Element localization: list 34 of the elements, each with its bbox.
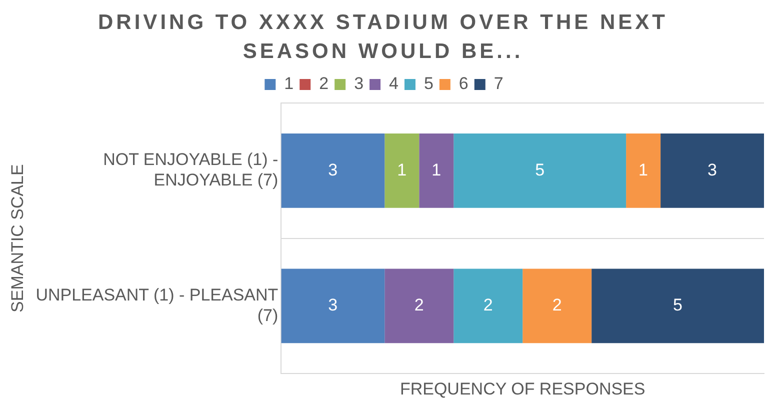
bar: [454, 268, 523, 344]
data-label: 3: [708, 160, 718, 180]
legend-label: 2: [319, 74, 329, 94]
chart-title: DRIVING TO XXXX STADIUM OVER THE NEXT SEASON WOULD BE...: [97, 10, 669, 65]
y-tick-label: NOT ENJOYABLE (1) - ENJOYABLE (7): [103, 150, 278, 190]
y-axis-title: SEMANTIC SCALE: [8, 164, 27, 312]
data-label: 1: [638, 160, 648, 180]
data-label: 1: [397, 160, 407, 180]
data-label: 1: [432, 160, 442, 180]
bar: [626, 133, 661, 208]
bar: [522, 268, 592, 344]
data-label: 2: [552, 296, 562, 315]
bar: [592, 268, 764, 344]
data-label: 3: [328, 160, 338, 180]
x-axis-title: FREQUENCY OF RESPONSES: [400, 379, 646, 398]
bar: [660, 133, 764, 208]
legend-label: 7: [494, 74, 504, 94]
data-label: 2: [483, 296, 493, 315]
bar: [384, 133, 420, 208]
legend-label: 1: [284, 74, 294, 94]
bar: [384, 268, 454, 344]
bar: [281, 268, 385, 344]
legend-label: 3: [354, 74, 364, 94]
legend-label: 4: [389, 74, 398, 94]
data-label: 5: [535, 160, 545, 180]
data-label: 2: [414, 296, 424, 315]
bar: [419, 133, 454, 208]
legend-label: 5: [424, 74, 434, 94]
y-tick-label: UNPLEASANT (1) - PLEASANT (7): [36, 285, 278, 325]
data-label: 3: [328, 296, 338, 315]
data-label: 5: [673, 296, 683, 315]
bar: [281, 133, 385, 208]
legend-label: 6: [458, 74, 468, 94]
bar: [454, 133, 626, 208]
